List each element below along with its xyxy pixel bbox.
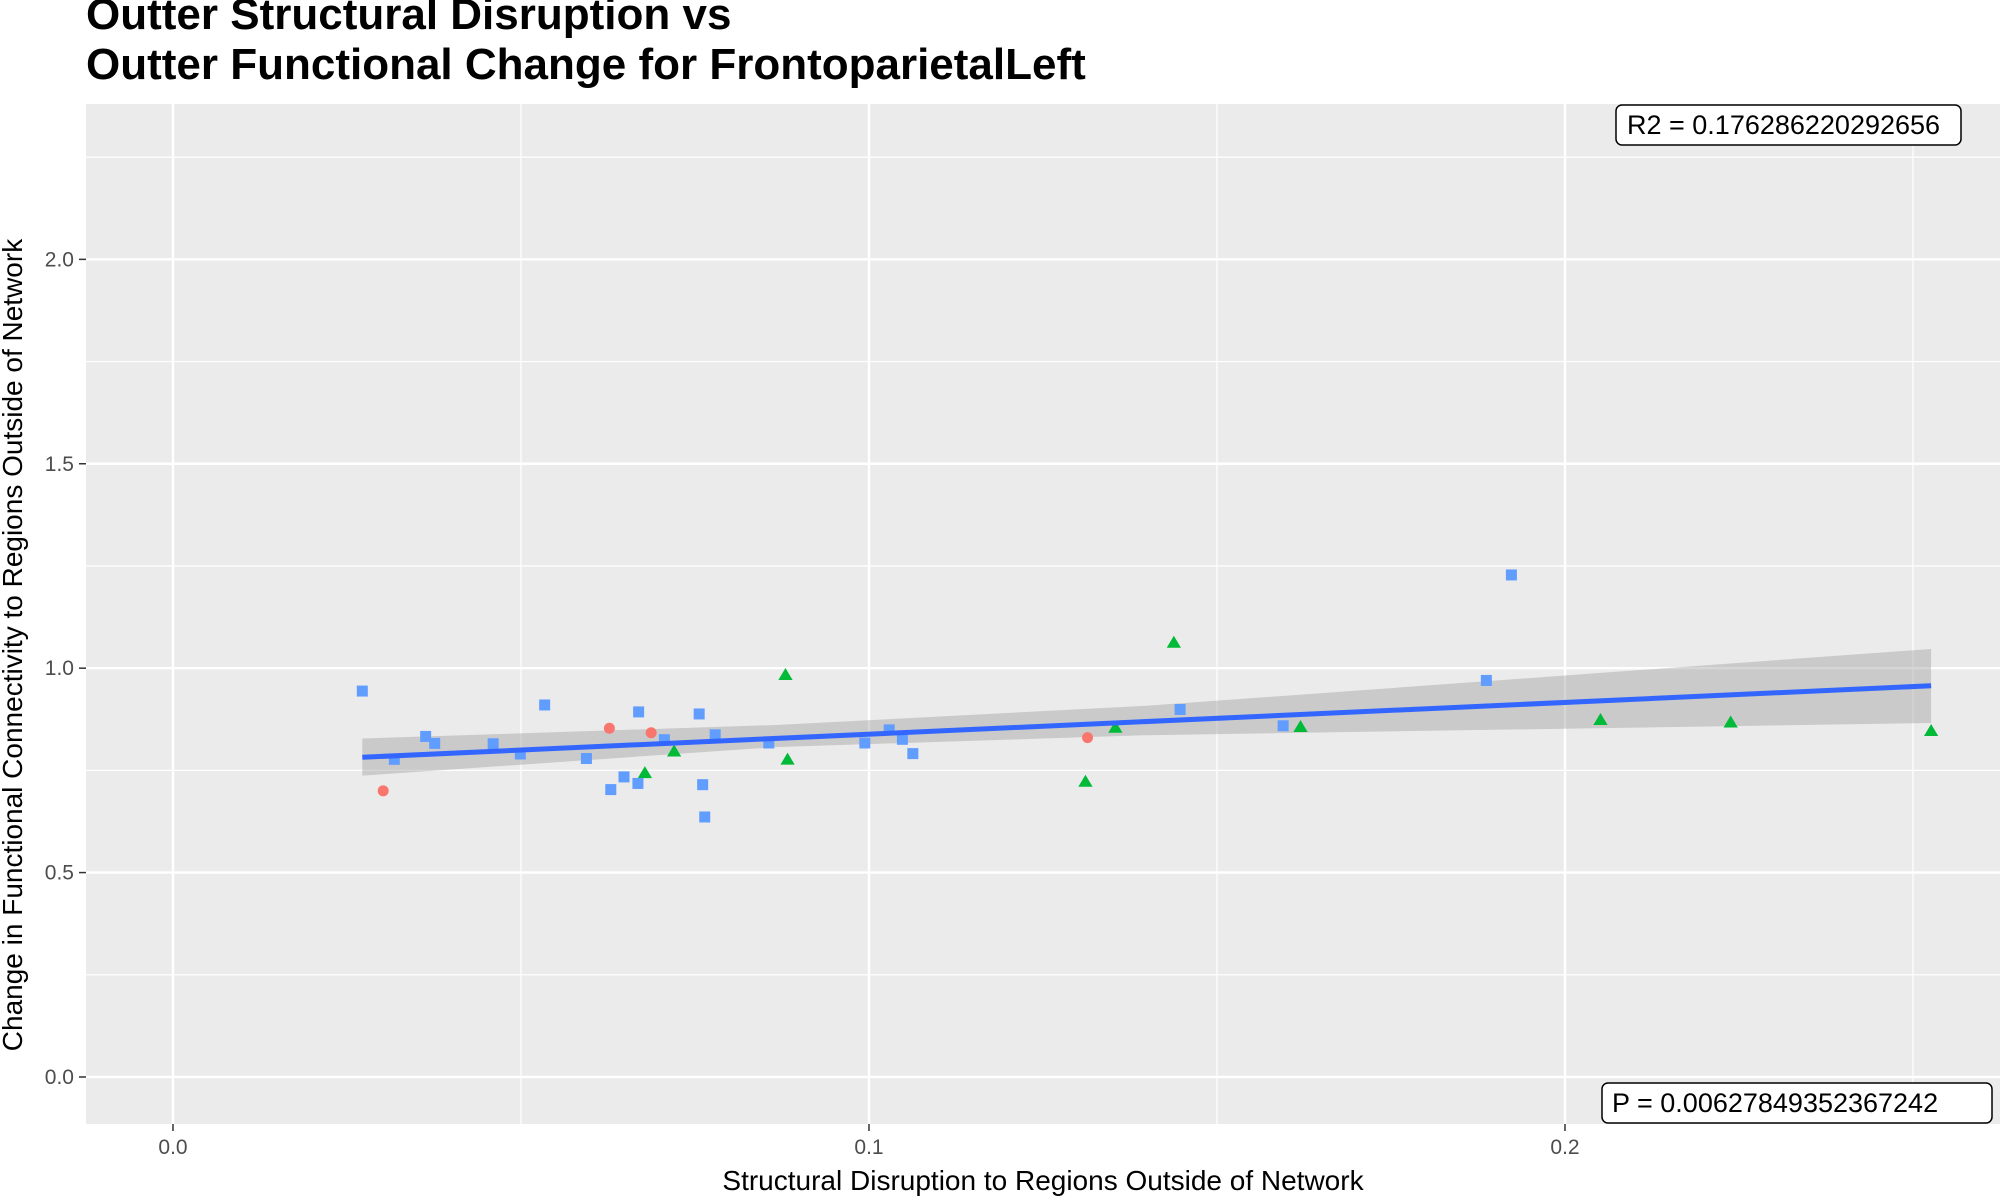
data-point-triangle (778, 668, 793, 681)
major-gridlines (86, 104, 2000, 1124)
data-point-triangle (1723, 715, 1738, 728)
y-tick-label: 2.0 (45, 248, 74, 271)
x-tick-label: 0.0 (158, 1136, 187, 1159)
x-tick-label: 0.1 (854, 1136, 883, 1159)
data-point-triangle (1108, 720, 1123, 733)
data-point-square (693, 708, 705, 720)
data-points-layer (356, 569, 1939, 823)
y-axis-title: Change in Functional Connectivity to Reg… (0, 238, 28, 1051)
data-point-circle (645, 727, 657, 739)
data-point-square (580, 753, 592, 765)
data-point-square (618, 771, 630, 783)
data-point-square (487, 738, 499, 750)
data-point-square (1277, 720, 1289, 732)
data-point-square (697, 779, 709, 791)
data-point-square (420, 730, 432, 742)
y-tick-label: 1.0 (45, 657, 74, 680)
data-point-square (907, 748, 919, 760)
data-point-square (1505, 569, 1517, 581)
axis-ticks-layer: 0.0 0.1 0.2 0.0 0.5 1.0 1.5 2.0 (45, 248, 1580, 1159)
x-axis-title: Structural Disruption to Regions Outside… (722, 1165, 1364, 1196)
regression-line (362, 683, 1932, 760)
data-point-square (429, 737, 441, 749)
data-point-square (883, 724, 895, 736)
data-point-square (699, 811, 711, 823)
data-point-triangle (1923, 724, 1939, 737)
chart-title-line-1: Outter Structural Disruption vs (86, 0, 732, 39)
p-annotation: P = 0.00627849352367242 (1601, 1082, 1993, 1124)
data-point-triangle (1293, 719, 1308, 732)
data-point-triangle (1166, 635, 1181, 648)
y-tick-label: 0.0 (45, 1066, 74, 1089)
data-point-circle (1082, 732, 1094, 744)
data-point-square (1174, 703, 1186, 715)
r2-annotation: R2 = 0.176286220292656 (1615, 104, 1962, 146)
data-point-circle (603, 722, 615, 734)
data-point-square (763, 737, 775, 749)
data-point-square (514, 748, 526, 760)
data-point-square (356, 685, 368, 697)
confidence-band-layer (362, 648, 1932, 776)
data-point-square (388, 753, 400, 765)
x-tick-label: 0.2 (1550, 1136, 1579, 1159)
data-point-triangle (666, 744, 682, 757)
minor-gridlines (86, 104, 2000, 1124)
data-point-square (658, 734, 670, 746)
data-point-square (539, 699, 551, 711)
r2-annotation-text: R2 = 0.176286220292656 (1627, 110, 1940, 140)
y-tick-label: 0.5 (45, 862, 74, 885)
data-point-square (605, 784, 617, 796)
data-point-square (633, 706, 645, 718)
data-point-square (632, 777, 644, 789)
data-point-square (709, 729, 721, 741)
chart-title-line-2: Outter Functional Change for Frontoparie… (86, 40, 1086, 89)
p-annotation-box (1601, 1082, 1993, 1124)
data-point-triangle (1593, 712, 1608, 725)
data-point-square (896, 733, 908, 745)
data-point-triangle (1078, 774, 1093, 787)
data-point-square (859, 737, 871, 749)
plot-panel (86, 104, 2000, 1124)
chart-title: Outter Structural Disruption vs Outter F… (86, 0, 1086, 90)
confidence-band (362, 648, 1932, 776)
r2-annotation-box (1615, 104, 1962, 146)
data-point-triangle (780, 752, 795, 765)
data-point-square (1480, 674, 1492, 686)
y-tick-label: 1.5 (45, 453, 74, 476)
p-annotation-text: P = 0.00627849352367242 (1612, 1088, 1938, 1118)
data-point-circle (377, 785, 389, 797)
regression-line-layer (362, 683, 1932, 760)
data-point-triangle (637, 766, 653, 779)
